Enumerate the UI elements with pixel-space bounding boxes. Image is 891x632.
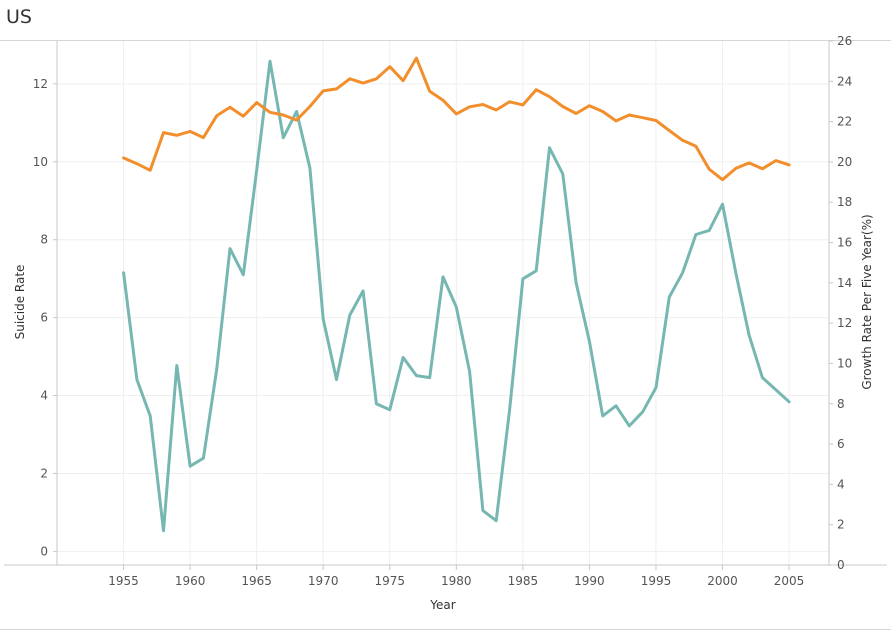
x-tick-label: 1985: [508, 574, 539, 588]
x-tick-label: 1960: [175, 574, 206, 588]
y-left-tick-label: 2: [40, 466, 48, 480]
y-left-tick-label: 10: [33, 155, 48, 169]
y-left-tick-label: 6: [40, 311, 48, 325]
growth-rate-line: [122, 59, 791, 533]
x-tick-label: 2000: [707, 574, 738, 588]
y-right-tick-label: 12: [837, 316, 852, 330]
y-left-tick-label: 8: [40, 233, 48, 247]
y-right-tick-label: 16: [837, 236, 852, 250]
y-right-tick-label: 22: [837, 115, 852, 129]
y-right-tick-label: 20: [837, 155, 852, 169]
x-tick-label: 1995: [641, 574, 672, 588]
y-right-tick-label: 0: [837, 558, 845, 572]
grid-lines: [57, 41, 829, 565]
x-tick-label: 1970: [308, 574, 339, 588]
y-left-tick-label: 12: [33, 77, 48, 91]
y-axis-left-title: Suicide Rate: [13, 265, 27, 340]
y-axis-right-title: Growth Rate Per Five Year(%): [860, 214, 874, 389]
x-tick-label: 1980: [441, 574, 472, 588]
y-right-tick-label: 26: [837, 34, 852, 48]
title-divider: [0, 40, 891, 41]
y-right-tick-label: 4: [837, 477, 845, 491]
bottom-divider: [0, 629, 891, 630]
x-tick-label: 1965: [241, 574, 272, 588]
y-right-tick-label: 2: [837, 518, 845, 532]
series-lines: [122, 56, 791, 533]
y-right-tick-label: 24: [837, 74, 852, 88]
y-right-tick-label: 8: [837, 397, 845, 411]
x-tick-label: 2005: [774, 574, 805, 588]
y-left-tick-label: 0: [40, 544, 48, 558]
x-tick-label: 1955: [108, 574, 139, 588]
x-tick-label: 1990: [574, 574, 605, 588]
y-right-tick-label: 10: [837, 356, 852, 370]
y-right-tick-label: 18: [837, 195, 852, 209]
chart-title: US: [6, 6, 32, 28]
y-right-tick-label: 6: [837, 437, 845, 451]
y-left-tick-label: 4: [40, 389, 48, 403]
y-right-tick-label: 14: [837, 276, 852, 290]
x-axis-title: Year: [429, 598, 455, 612]
axes: 1955 1960 1965 1970 1975 1980 1985 1990 1995 2000…: [4, 34, 887, 588]
suicide-rate-line: [122, 56, 791, 182]
x-tick-label: 1975: [374, 574, 405, 588]
